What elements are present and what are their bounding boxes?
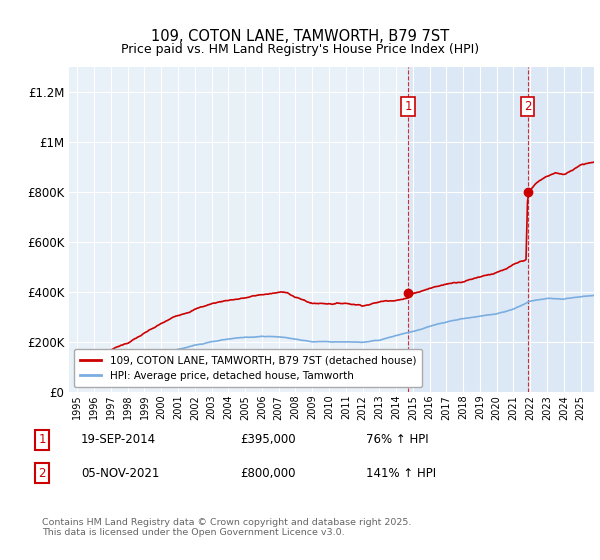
Text: £800,000: £800,000 <box>240 466 296 480</box>
Text: 05-NOV-2021: 05-NOV-2021 <box>81 466 160 480</box>
Text: 2: 2 <box>524 100 532 113</box>
Text: 76% ↑ HPI: 76% ↑ HPI <box>366 433 428 446</box>
Bar <box>408 67 594 392</box>
Text: Price paid vs. HM Land Registry's House Price Index (HPI): Price paid vs. HM Land Registry's House … <box>121 43 479 56</box>
Legend: 109, COTON LANE, TAMWORTH, B79 7ST (detached house), HPI: Average price, detache: 109, COTON LANE, TAMWORTH, B79 7ST (deta… <box>74 349 422 387</box>
Text: 109, COTON LANE, TAMWORTH, B79 7ST: 109, COTON LANE, TAMWORTH, B79 7ST <box>151 29 449 44</box>
Text: 1: 1 <box>38 433 46 446</box>
Text: 2: 2 <box>38 466 46 480</box>
Text: £395,000: £395,000 <box>240 433 296 446</box>
Text: 1: 1 <box>404 100 412 113</box>
Text: 19-SEP-2014: 19-SEP-2014 <box>81 433 156 446</box>
Text: Contains HM Land Registry data © Crown copyright and database right 2025.
This d: Contains HM Land Registry data © Crown c… <box>42 518 412 538</box>
Text: 141% ↑ HPI: 141% ↑ HPI <box>366 466 436 480</box>
